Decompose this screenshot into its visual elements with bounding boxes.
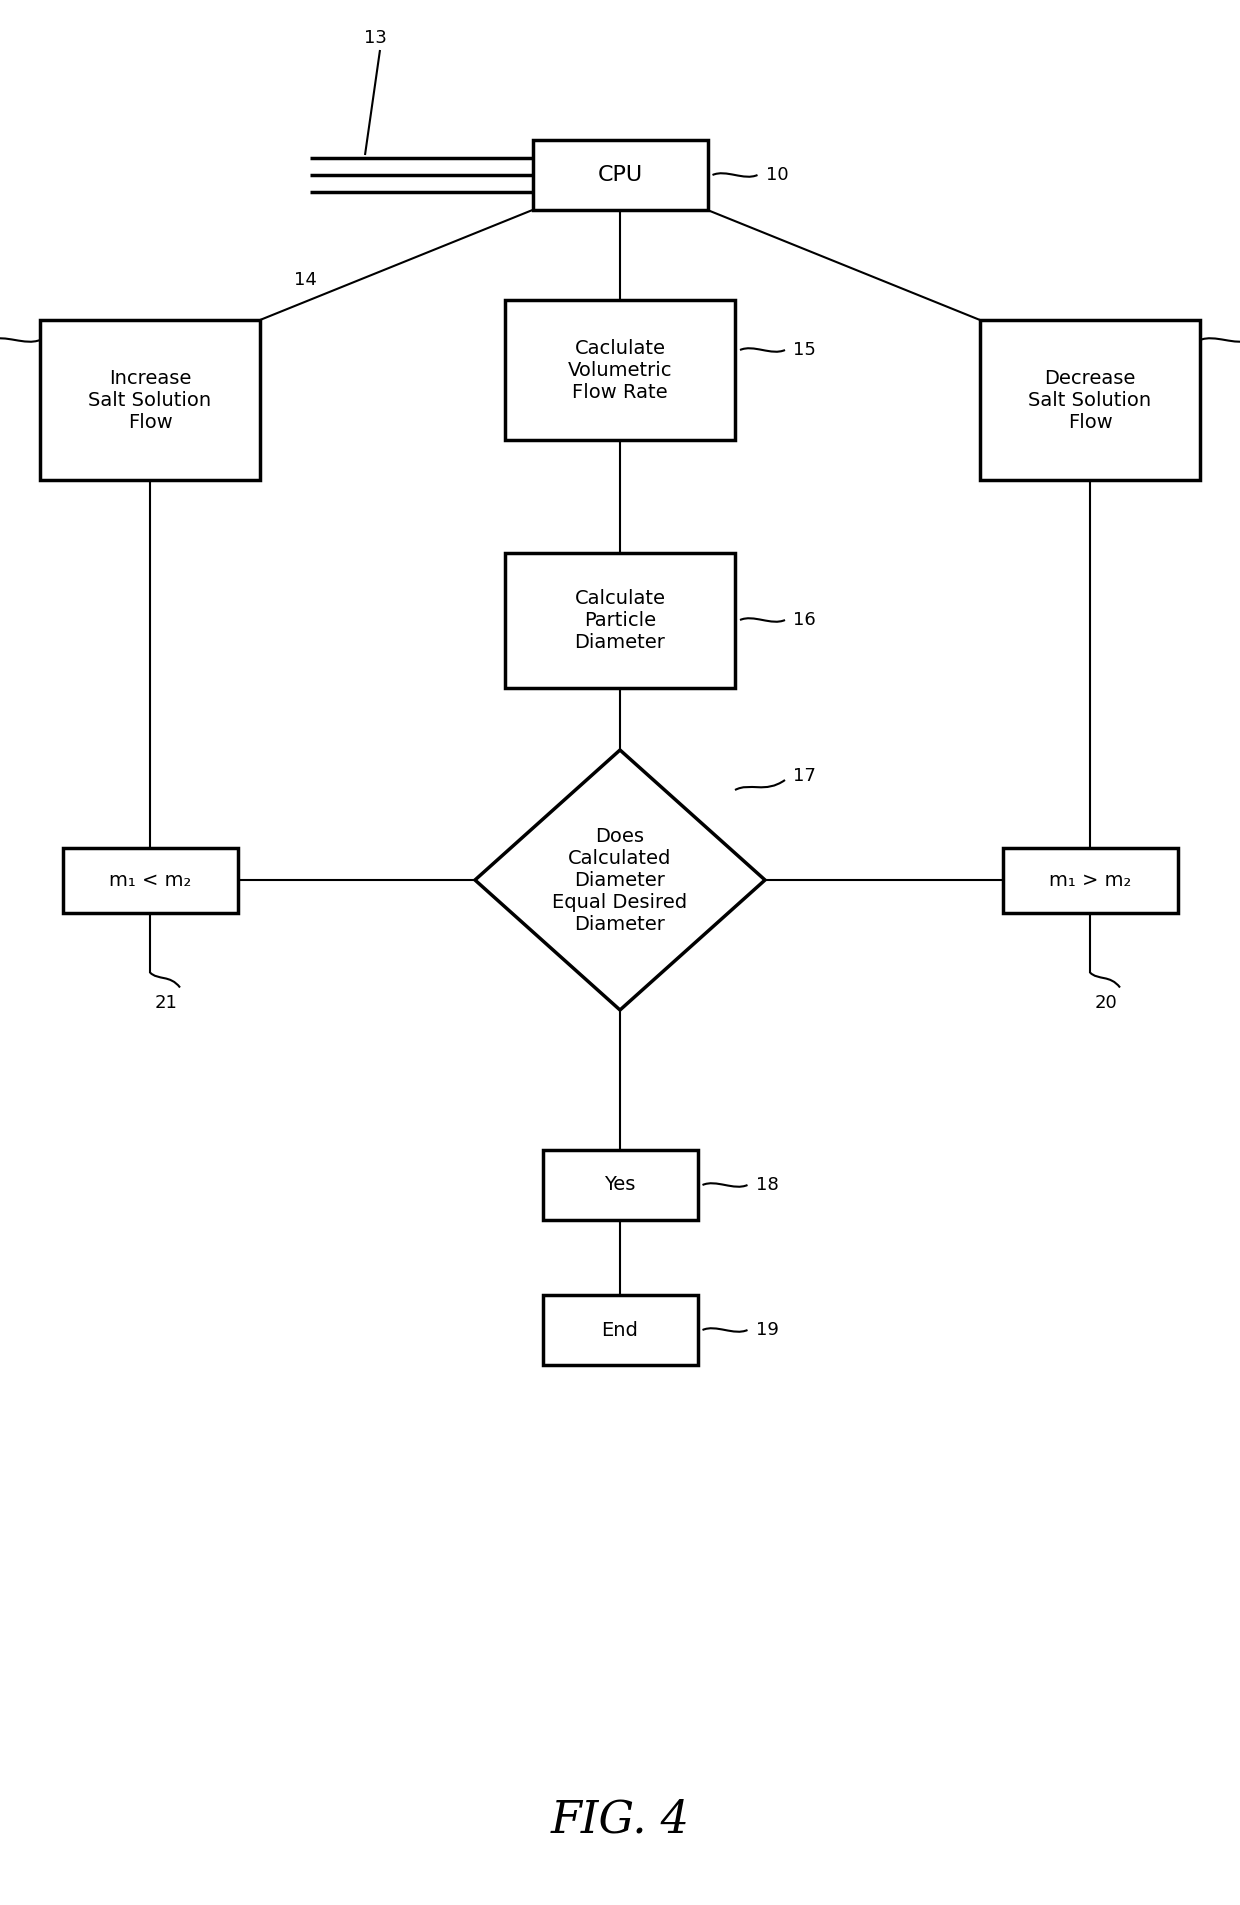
Bar [505,552,735,688]
Text: 20: 20 [1095,994,1117,1012]
Text: 15: 15 [794,341,816,358]
Text: 19: 19 [755,1320,779,1339]
Text: 18: 18 [755,1175,779,1194]
Text: Caclulate
Volumetric
Flow Rate: Caclulate Volumetric Flow Rate [568,339,672,402]
Text: Yes: Yes [604,1175,636,1194]
Text: End: End [601,1320,639,1339]
Bar [543,1295,697,1366]
Text: 14: 14 [294,271,316,290]
Text: FIG. 4: FIG. 4 [551,1798,689,1842]
Text: Increase
Salt Solution
Flow: Increase Salt Solution Flow [88,368,212,432]
Text: CPU: CPU [598,166,642,185]
Text: 10: 10 [765,166,789,185]
Bar [40,320,260,480]
Text: Calculate
Particle
Diameter: Calculate Particle Diameter [574,589,666,652]
Bar [980,320,1200,480]
Bar [1002,848,1178,912]
Text: 17: 17 [794,768,816,785]
Text: 21: 21 [155,994,177,1012]
Text: m₁ < m₂: m₁ < m₂ [109,871,191,890]
Bar [62,848,238,912]
Bar [505,299,735,440]
Text: 13: 13 [363,29,387,48]
Text: 16: 16 [794,612,816,629]
Polygon shape [475,751,765,1010]
Bar [543,1151,697,1219]
Text: Decrease
Salt Solution
Flow: Decrease Salt Solution Flow [1028,368,1152,432]
Text: m₁ > m₂: m₁ > m₂ [1049,871,1131,890]
Bar [532,139,708,210]
Text: Does
Calculated
Diameter
Equal Desired
Diameter: Does Calculated Diameter Equal Desired D… [553,827,687,933]
